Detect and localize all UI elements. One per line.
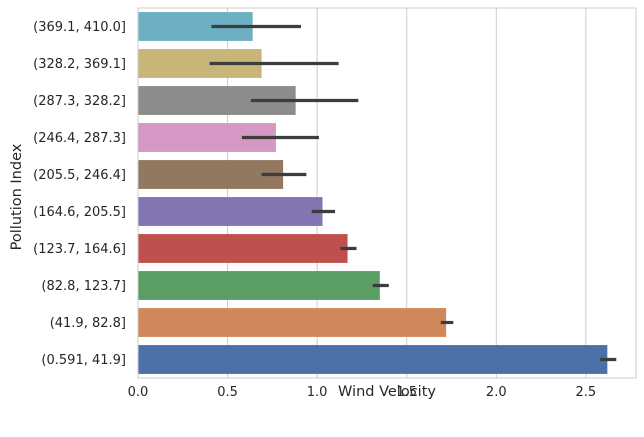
y-tick-label: (0.591, 41.9] (41, 353, 126, 368)
plot-frame (137, 7, 637, 379)
bar (138, 197, 323, 226)
y-tick-label: (82.8, 123.7] (41, 279, 126, 294)
y-tick-label: (287.3, 328.2] (33, 94, 126, 109)
bar (138, 308, 447, 337)
bar (138, 271, 380, 300)
x-tick-label: 0.5 (217, 385, 238, 400)
bar (138, 345, 608, 374)
x-tick-label: 1.0 (307, 385, 328, 400)
y-tick-labels: (369.1, 410.0] (328.2, 369.1] (287.3, 328.… (33, 20, 126, 368)
y-tick-label: (123.7, 164.6] (33, 242, 126, 257)
bars (138, 12, 608, 374)
bar (138, 234, 348, 263)
x-tick-label: 1.5 (396, 385, 417, 400)
y-axis-label: Pollution Index (9, 143, 25, 250)
y-tick-label: (246.4, 287.3] (33, 131, 126, 146)
y-tick-label: (369.1, 410.0] (33, 20, 126, 35)
y-tick-label: (205.5, 246.4] (33, 168, 126, 183)
bar (138, 160, 284, 189)
x-tick-label: 0.0 (128, 385, 149, 400)
y-tick-label: (328.2, 369.1] (33, 57, 126, 72)
error-bars (209, 24, 617, 362)
y-tick-label: (164.6, 205.5] (33, 205, 126, 220)
x-tick-labels: 0.0 0.5 1.0 1.5 2.0 2.5 (128, 385, 597, 400)
x-tick-label: 2.5 (575, 385, 596, 400)
x-axis-label: Wind Velocity (338, 384, 436, 400)
y-tick-label: (41.9, 82.8] (50, 316, 126, 331)
x-tick-label: 2.0 (486, 385, 507, 400)
